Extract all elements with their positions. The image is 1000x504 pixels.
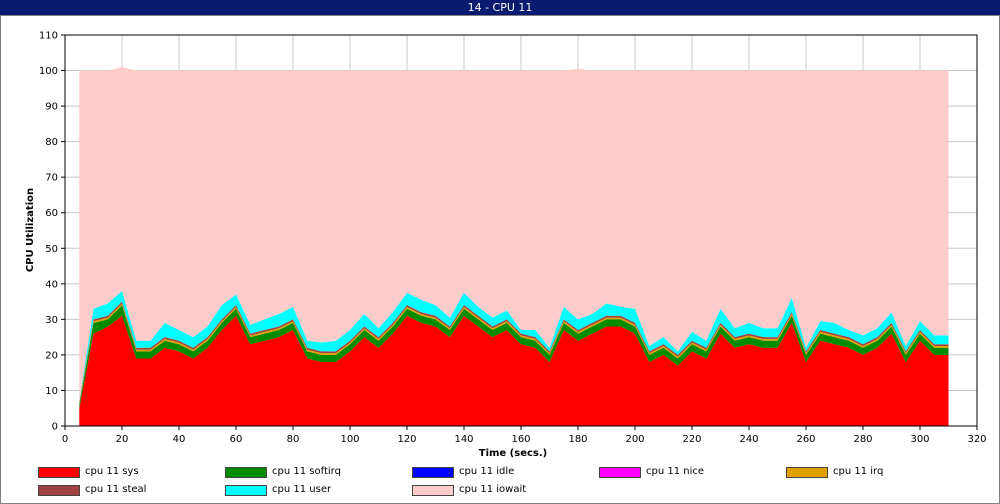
- legend-item: cpu 11 steal: [38, 484, 146, 498]
- legend-swatch: [225, 484, 267, 496]
- x-tick-label: 60: [230, 434, 243, 445]
- legend-item: cpu 11 idle: [412, 466, 514, 480]
- y-tick-label: 70: [45, 173, 58, 184]
- x-tick-label: 80: [287, 434, 300, 445]
- x-tick-label: 140: [454, 434, 473, 445]
- y-tick-label: 0: [52, 422, 58, 433]
- x-tick-label: 180: [568, 434, 587, 445]
- legend-swatch: [38, 466, 80, 478]
- y-tick-label: 20: [45, 350, 58, 361]
- y-tick-label: 30: [45, 315, 58, 326]
- x-tick-label: 200: [625, 434, 644, 445]
- window-title-bar: 14 - CPU 11: [0, 0, 1000, 15]
- x-tick-label: 120: [397, 434, 416, 445]
- y-tick-label: 80: [45, 137, 58, 148]
- y-axis-ticks: 0 10 20 30 40 50 60 70 80 90 100 110: [39, 31, 65, 433]
- series-area-6: [79, 290, 949, 402]
- x-axis-ticks: 0 20 40 60 80 100 120 140 160 180 200 220 240 260 280 3…: [62, 426, 987, 445]
- y-tick-label: 60: [45, 208, 58, 219]
- legend-swatch: [225, 466, 267, 478]
- legend-label: cpu 11 nice: [646, 466, 705, 477]
- legend-label: cpu 11 steal: [85, 484, 147, 495]
- x-tick-label: 0: [62, 434, 68, 445]
- legend-label: cpu 11 softirq: [272, 466, 341, 477]
- legend-swatch: [38, 484, 80, 496]
- series-area-4: [79, 303, 949, 405]
- legend-item: cpu 11 irq: [786, 466, 883, 480]
- x-tick-label: 40: [173, 434, 186, 445]
- legend-item: cpu 11 nice: [599, 466, 704, 480]
- y-axis-label: CPU Utilization: [25, 188, 36, 272]
- y-tick-label: 40: [45, 279, 58, 290]
- x-tick-label: 220: [682, 434, 701, 445]
- series-area-7: [79, 67, 949, 402]
- x-tick-label: 20: [116, 434, 129, 445]
- x-axis-label: Time (secs.): [479, 448, 548, 459]
- legend-swatch: [599, 466, 641, 478]
- x-tick-label: 260: [796, 434, 815, 445]
- x-tick-label: 300: [910, 434, 929, 445]
- y-tick-label: 50: [45, 244, 58, 255]
- window-title: 14 - CPU 11: [467, 1, 533, 14]
- x-tick-label: 100: [340, 434, 359, 445]
- legend-item: cpu 11 iowait: [412, 484, 526, 498]
- legend-item: cpu 11 sys: [38, 466, 139, 480]
- legend-swatch: [412, 466, 454, 478]
- x-tick-label: 160: [511, 434, 530, 445]
- y-tick-label: 90: [45, 102, 58, 113]
- series-area-0: [79, 315, 949, 426]
- legend-item: cpu 11 user: [225, 484, 331, 498]
- series-area-5: [79, 301, 949, 404]
- x-tick-label: 320: [967, 434, 986, 445]
- legend-label: cpu 11 user: [272, 484, 332, 495]
- y-tick-label: 100: [39, 66, 58, 77]
- x-tick-label: 240: [739, 434, 758, 445]
- legend-label: cpu 11 idle: [459, 466, 515, 477]
- legend-item: cpu 11 softirq: [225, 466, 341, 480]
- legend-label: cpu 11 sys: [85, 466, 139, 477]
- chart-legend: cpu 11 sys cpu 11 softirq cpu 11 idle cpu 1…: [0, 462, 1000, 504]
- series-area-1: [79, 305, 949, 409]
- legend-swatch: [412, 484, 454, 496]
- legend-label: cpu 11 iowait: [459, 484, 527, 495]
- legend-swatch: [786, 466, 828, 478]
- y-tick-label: 110: [39, 31, 58, 42]
- legend-label: cpu 11 irq: [833, 466, 884, 477]
- x-tick-label: 280: [853, 434, 872, 445]
- y-tick-label: 10: [45, 386, 58, 397]
- stacked-areas: [79, 67, 949, 426]
- cpu-utilization-chart: 0 10 20 30 40 50 60 70 80 90 100 110 0 20 40 60 80 100 12…: [25, 31, 987, 460]
